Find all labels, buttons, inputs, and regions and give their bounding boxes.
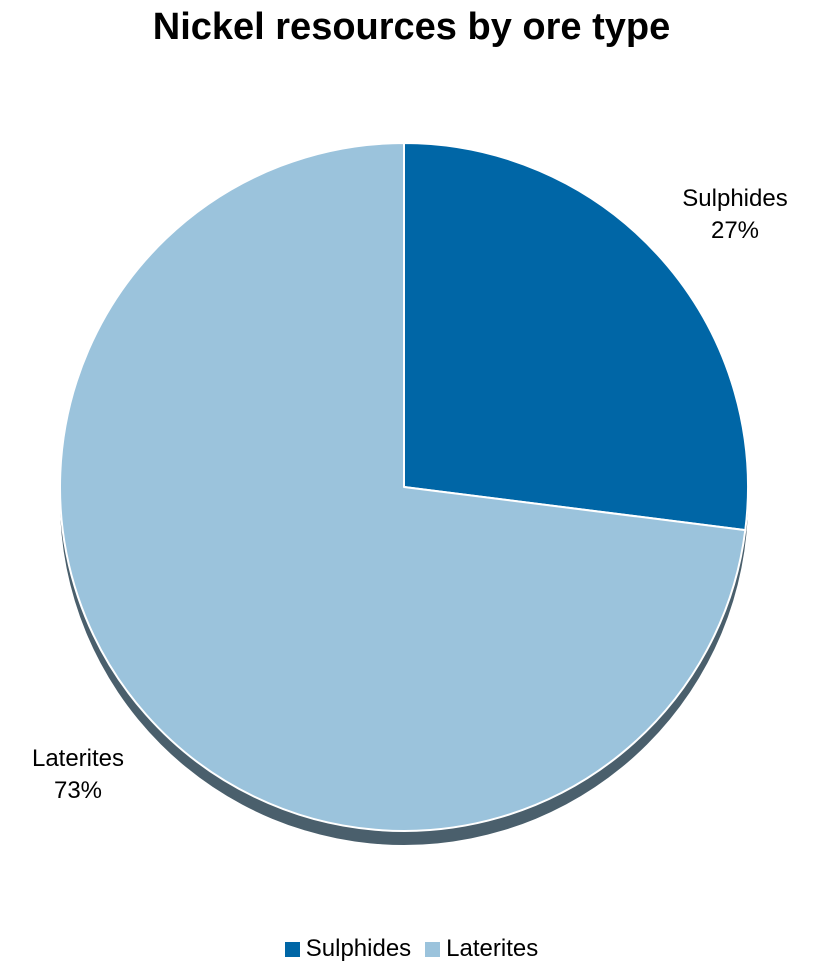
legend-item-laterites[interactable]: Laterites xyxy=(425,934,538,964)
legend-label-sulphides: Sulphides xyxy=(305,935,412,962)
slice-label-sulphides: Sulphides 27% xyxy=(650,183,820,247)
pie-slice-sulphides[interactable] xyxy=(403,142,749,532)
slice-label-laterites-name: Laterites xyxy=(31,745,125,772)
chart-title: Nickel resources by ore type xyxy=(152,6,671,48)
slice-label-sulphides-name: Sulphides xyxy=(682,185,788,212)
legend-swatch-sulphides xyxy=(284,941,300,957)
legend-item-sulphides[interactable]: Sulphides xyxy=(284,934,412,964)
legend-swatch-laterites xyxy=(425,941,441,957)
slice-label-sulphides-value: 27% xyxy=(710,217,760,244)
slice-label-laterites: Laterites 73% xyxy=(0,743,156,807)
pie-slices xyxy=(59,142,749,832)
pie-slice-laterites[interactable] xyxy=(59,142,747,832)
legend: Sulphides Laterites xyxy=(0,934,823,964)
legend-label-laterites: Laterites xyxy=(446,935,539,962)
slice-label-laterites-value: 73% xyxy=(53,777,103,804)
